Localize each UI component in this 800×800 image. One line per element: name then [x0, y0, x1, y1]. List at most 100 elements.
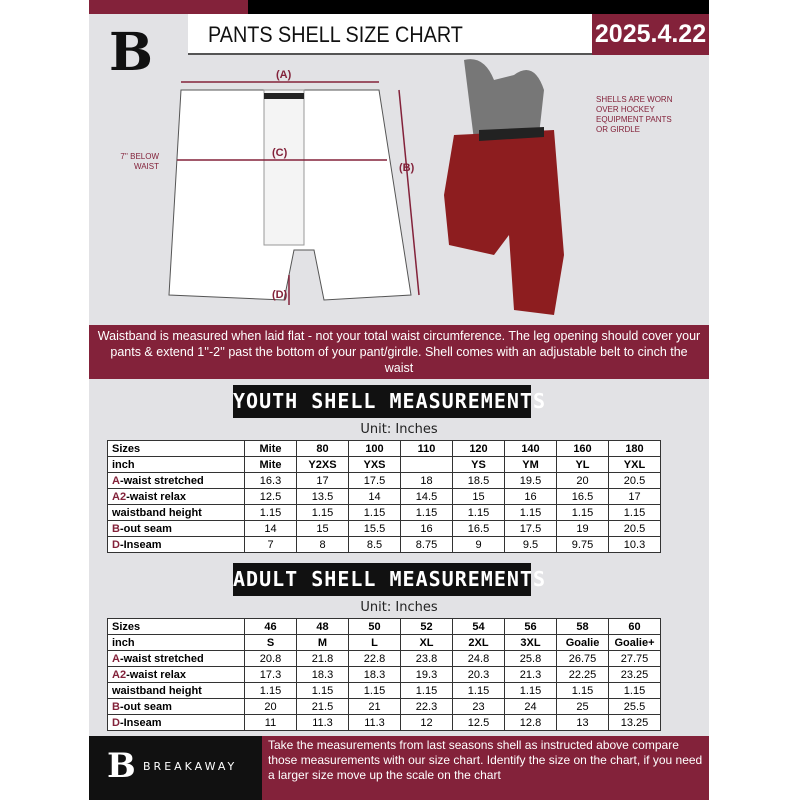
youth-unit: Unit: Inches	[360, 422, 438, 437]
table-cell: 18.3	[348, 666, 401, 683]
table-cell: 12	[400, 714, 453, 731]
table-row: Sizes 46 48 50 52 54 56 58 60	[107, 618, 661, 635]
label-c: (C)	[272, 147, 288, 159]
table-cell: 16.3	[244, 472, 297, 489]
measure-code: A	[112, 474, 120, 487]
adult-section-title: ADULT SHELL MEASUREMENTS	[233, 563, 545, 596]
table-cell: 19	[556, 520, 609, 537]
table-cell: 140	[504, 440, 557, 457]
table-cell: 22.3	[400, 698, 453, 715]
table-row: waistband height 1.15 1.15 1.15 1.15 1.15 1.15…	[107, 504, 661, 521]
table-cell: 24	[504, 698, 557, 715]
table-cell: 11.3	[348, 714, 401, 731]
table-row: inch Mite Y2XS YXS YS YM YL YXL	[107, 456, 661, 473]
table-cell: 1.15	[400, 682, 453, 699]
shell-note: SHELLS ARE WORN OVER HOCKEY EQUIPMENT PA…	[596, 95, 673, 134]
measure-name: -Inseam	[119, 716, 162, 729]
table-cell: 18.5	[452, 472, 505, 489]
row-label: A-waist stretched	[107, 650, 245, 667]
table-cell: 1.15	[504, 504, 557, 521]
table-cell: 20	[244, 698, 297, 715]
measure-name: inch	[112, 458, 135, 471]
table-row: B-out seam 20 21.5 21 22.3 23 24 25 25.5	[107, 698, 661, 715]
table-cell: 13.25	[608, 714, 661, 731]
table-cell: 1.15	[608, 504, 661, 521]
footer-instructions: Take the measurements from last seasons …	[262, 736, 709, 800]
table-cell: 25	[556, 698, 609, 715]
table-cell: 19.3	[400, 666, 453, 683]
table-cell: 1.15	[244, 682, 297, 699]
table-cell: 20.8	[244, 650, 297, 667]
table-cell: 22.8	[348, 650, 401, 667]
table-cell: 1.15	[608, 682, 661, 699]
table-cell: 19.5	[504, 472, 557, 489]
table-cell: 1.15	[296, 682, 349, 699]
table-cell: 2XL	[452, 634, 505, 651]
table-cell: 1.15	[452, 504, 505, 521]
table-cell: 1.15	[452, 682, 505, 699]
table-cell: 8	[296, 536, 349, 553]
table-cell: 20.5	[608, 472, 661, 489]
table-cell: 110	[400, 440, 453, 457]
measure-name: inch	[112, 636, 135, 649]
table-cell: 17.5	[504, 520, 557, 537]
table-cell: 20	[556, 472, 609, 489]
row-label: waistband height	[107, 504, 245, 521]
table-cell: 1.15	[348, 504, 401, 521]
table-cell: 13	[556, 714, 609, 731]
table-cell: 23	[452, 698, 505, 715]
pants-diagram	[168, 81, 420, 305]
table-cell: 17	[296, 472, 349, 489]
table-cell: 7	[244, 536, 297, 553]
table-cell: YL	[556, 456, 609, 473]
table-cell: 1.15	[244, 504, 297, 521]
waist-note: 7'' BELOW WAIST	[120, 152, 159, 171]
measure-name: -waist relax	[126, 668, 186, 681]
table-row: B-out seam 14 15 15.5 16 16.5 17.5 19 20.5	[107, 520, 661, 537]
title-box: PANTS SHELL SIZE CHART	[188, 14, 592, 55]
row-label: D-Inseam	[107, 714, 245, 731]
row-label: waistband height	[107, 682, 245, 699]
footer-logo: B	[107, 746, 136, 786]
measure-code: D	[112, 716, 120, 729]
table-cell: Goalie+	[608, 634, 661, 651]
table-cell: 3XL	[504, 634, 557, 651]
table-cell: 52	[400, 618, 453, 635]
measure-name: -waist stretched	[119, 474, 204, 487]
table-cell: 25.8	[504, 650, 557, 667]
measure-code: D	[112, 538, 120, 551]
measure-name: Sizes	[112, 442, 141, 455]
table-cell: 12.8	[504, 714, 557, 731]
table-cell: 56	[504, 618, 557, 635]
top-bar	[248, 0, 709, 14]
table-cell: 14	[348, 488, 401, 505]
table-cell: 1.15	[556, 504, 609, 521]
table-cell: L	[348, 634, 401, 651]
table-cell: 25.5	[608, 698, 661, 715]
measure-code: A2	[112, 668, 127, 681]
measure-name: waistband height	[112, 684, 202, 697]
table-cell: YXS	[348, 456, 401, 473]
table-cell: S	[244, 634, 297, 651]
row-label: inch	[107, 634, 245, 651]
table-cell: Y2XS	[296, 456, 349, 473]
table-cell: 17.3	[244, 666, 297, 683]
table-cell: 12.5	[244, 488, 297, 505]
measure-name: -out seam	[119, 700, 172, 713]
table-cell: 20.3	[452, 666, 505, 683]
row-label: B-out seam	[107, 698, 245, 715]
table-cell: 1.15	[504, 682, 557, 699]
table-cell: 50	[348, 618, 401, 635]
brand-logo: B	[109, 22, 153, 83]
table-cell: 14	[244, 520, 297, 537]
table-cell: 16.5	[452, 520, 505, 537]
table-cell: 15	[452, 488, 505, 505]
label-d: (D)	[272, 289, 288, 301]
table-cell	[400, 456, 453, 473]
table-cell: 26.75	[556, 650, 609, 667]
table-cell: 14.5	[400, 488, 453, 505]
table-cell: 58	[556, 618, 609, 635]
table-cell: 18	[400, 472, 453, 489]
measure-name: -waist stretched	[119, 652, 204, 665]
table-cell: 24.8	[452, 650, 505, 667]
